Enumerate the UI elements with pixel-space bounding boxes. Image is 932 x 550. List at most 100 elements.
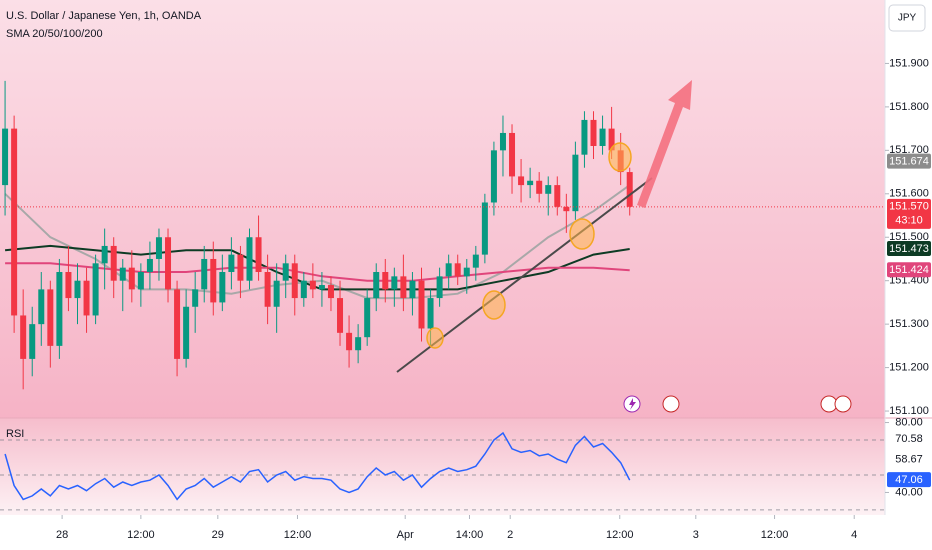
candle-body bbox=[527, 180, 534, 186]
value-label-bg bbox=[887, 472, 931, 488]
line-series bbox=[4, 431, 631, 501]
candle-body bbox=[29, 324, 36, 359]
y-tick-label: 80.00 bbox=[895, 416, 923, 428]
candle-body bbox=[373, 272, 380, 299]
candle-body bbox=[337, 298, 344, 333]
candle-body bbox=[119, 267, 126, 281]
candle-body bbox=[318, 285, 325, 290]
candle-body bbox=[445, 263, 452, 277]
candle-body bbox=[572, 154, 579, 212]
candle-body bbox=[38, 289, 45, 325]
candle-body bbox=[65, 272, 72, 299]
candle-body bbox=[581, 119, 588, 155]
candle-body bbox=[427, 298, 434, 329]
indicator-label: SMA 20/50/100/200 bbox=[6, 28, 103, 40]
candle-body bbox=[273, 280, 280, 307]
price-pane bbox=[0, 0, 885, 418]
candle-body bbox=[74, 280, 81, 299]
candle-body bbox=[499, 132, 506, 151]
candle-body bbox=[137, 272, 144, 290]
y-tick-label: 40.00 bbox=[895, 486, 923, 498]
candle-body bbox=[47, 289, 54, 346]
candle-body bbox=[481, 202, 488, 255]
y-tick-label: 151.200 bbox=[889, 362, 929, 374]
candle-body bbox=[291, 263, 298, 299]
candle-body bbox=[56, 272, 63, 346]
candle-body bbox=[300, 280, 307, 299]
candle-body bbox=[83, 280, 90, 316]
candle-body bbox=[183, 306, 190, 359]
candle-body bbox=[554, 185, 561, 207]
candle-body bbox=[590, 119, 597, 146]
x-tick-label: 3 bbox=[693, 529, 699, 541]
price-label: 151.473 bbox=[889, 243, 929, 255]
x-tick-label: 2 bbox=[507, 529, 513, 541]
candle-body bbox=[536, 180, 543, 194]
flag-icon[interactable] bbox=[662, 395, 680, 413]
currency-button-label: JPY bbox=[898, 13, 917, 24]
candle-body bbox=[364, 298, 371, 338]
candle-body bbox=[282, 263, 289, 281]
price-label: 151.674 bbox=[889, 156, 929, 168]
event-icon bbox=[629, 398, 636, 410]
x-tick-label: 14:00 bbox=[456, 529, 484, 541]
y-tick-label: 151.600 bbox=[889, 188, 929, 200]
candle-body bbox=[128, 267, 135, 290]
candle-body bbox=[246, 237, 253, 281]
candle-body bbox=[418, 280, 425, 329]
price-label: 151.570 bbox=[889, 201, 929, 213]
candle-body bbox=[155, 237, 162, 259]
candle-body bbox=[92, 263, 99, 316]
candle-body bbox=[355, 337, 362, 351]
y-tick-label: 151.100 bbox=[889, 405, 929, 417]
highlight-circle bbox=[608, 142, 632, 172]
arrow bbox=[637, 80, 692, 208]
x-tick-label: Apr bbox=[397, 529, 414, 541]
candle-body bbox=[110, 245, 117, 281]
flag-icon[interactable] bbox=[834, 395, 852, 413]
x-tick-label: 4 bbox=[851, 529, 857, 541]
value-label: 70.58 bbox=[895, 433, 923, 445]
highlight-circle bbox=[426, 327, 444, 349]
candle-body bbox=[626, 172, 633, 207]
x-tick-label: 29 bbox=[212, 529, 224, 541]
y-tick-label: 151.300 bbox=[889, 318, 929, 330]
candle-body bbox=[463, 267, 470, 277]
value-label: 58.67 bbox=[895, 454, 923, 466]
highlight-circle bbox=[482, 290, 506, 320]
x-tick-label: 12:00 bbox=[606, 529, 634, 541]
candle-body bbox=[11, 128, 18, 316]
candle-body bbox=[518, 176, 525, 186]
candle-body bbox=[219, 272, 226, 303]
price-label: 151.424 bbox=[889, 264, 929, 276]
candle-body bbox=[391, 276, 398, 290]
x-tick-label: 12:00 bbox=[284, 529, 312, 541]
candle-body bbox=[101, 245, 108, 264]
candle-body bbox=[309, 280, 316, 290]
candle-body bbox=[201, 258, 208, 290]
candle-body bbox=[608, 128, 615, 151]
price-label-bg bbox=[887, 240, 931, 256]
candle-body bbox=[454, 263, 461, 277]
candle-body bbox=[327, 285, 334, 299]
x-tick-label: 28 bbox=[56, 529, 68, 541]
candle-body bbox=[228, 254, 235, 273]
candle-body bbox=[563, 206, 570, 212]
candle-body bbox=[264, 272, 271, 307]
y-tick-label: 151.800 bbox=[889, 101, 929, 113]
candle-body bbox=[192, 289, 199, 307]
candle-body bbox=[409, 280, 416, 299]
price-label-bg bbox=[887, 198, 931, 229]
currency-button[interactable] bbox=[888, 4, 926, 32]
price-label-bg bbox=[887, 153, 931, 169]
candle-body bbox=[400, 276, 407, 299]
candle-body bbox=[545, 185, 552, 194]
y-tick-label: 151.400 bbox=[889, 275, 929, 287]
candle-body bbox=[472, 254, 479, 268]
candle-body bbox=[237, 254, 244, 281]
countdown: 43:10 bbox=[895, 215, 923, 227]
value-label: 47.06 bbox=[895, 474, 923, 486]
candle-body bbox=[146, 258, 153, 273]
highlight-circle bbox=[569, 218, 595, 250]
